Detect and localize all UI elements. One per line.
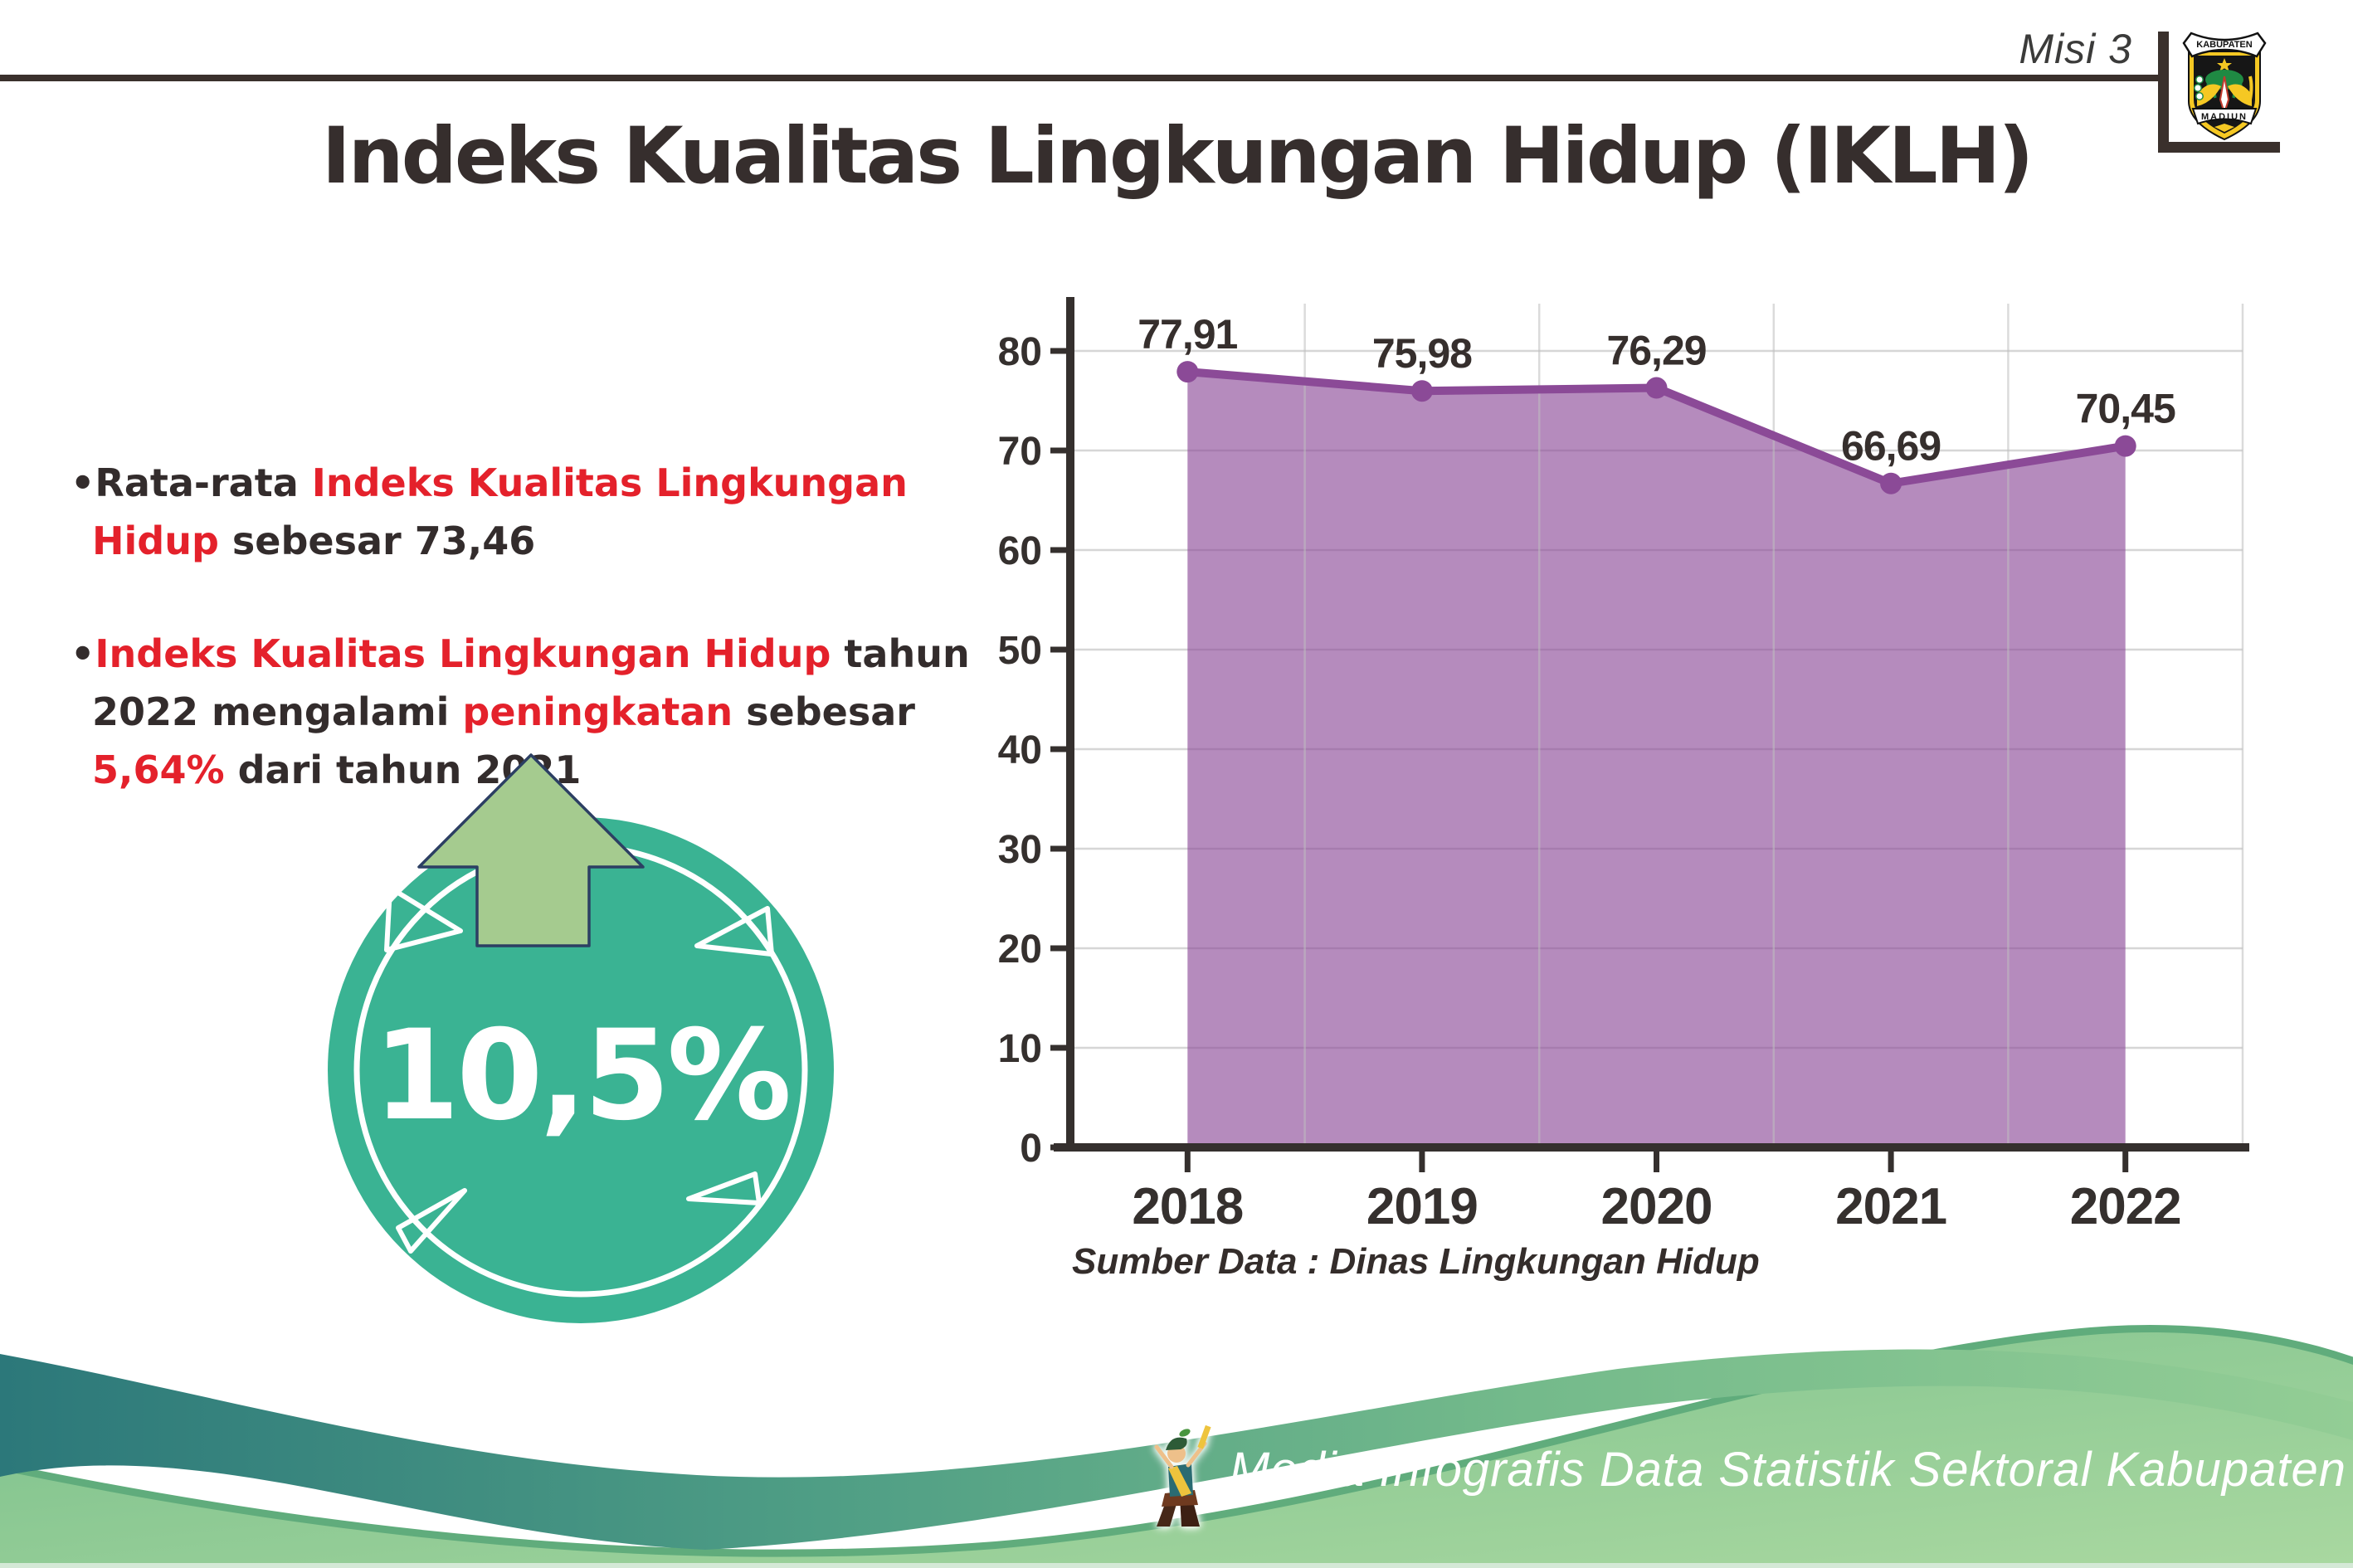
y-tick-label: 0 [1020, 1127, 1042, 1171]
y-tick-label: 80 [998, 330, 1042, 374]
iklh-area-chart: 0 10 20 30 40 50 60 70 80 2018 2019 2020 2021 2022 77,… [998, 297, 2249, 1235]
footer-bottom-strip [0, 1563, 2353, 1568]
bullet-dot-icon: • [71, 631, 95, 676]
logo-base-ornament [2214, 124, 2234, 132]
mascot-sash [1168, 1466, 1191, 1497]
x-tick-label: 2022 [2070, 1178, 2181, 1235]
mascot-arm-left [1154, 1444, 1174, 1469]
data-label: 75,98 [1372, 330, 1472, 377]
footer-blob [0, 1332, 2353, 1568]
kabupaten-madiun-logo-icon: KABUPATEN MADIUN [2182, 32, 2267, 141]
logo-wing-left [2197, 84, 2221, 106]
page-title: Indeks Kualitas Lingkungan Hidup (IKLH) [321, 111, 2034, 202]
logo-banner [2182, 32, 2267, 58]
bullet-item: •Rata-rata Indeks Kualitas Lingkungan Hi… [71, 455, 971, 571]
logo-wheat [2248, 75, 2253, 100]
bullet-dot-icon: • [71, 460, 95, 505]
x-tick-label: 2020 [1601, 1178, 1712, 1235]
logo-frame-vertical [2158, 32, 2169, 153]
logo-ribbon [2191, 108, 2258, 125]
bullet-text-segment: Indeks Kualitas Lingkungan Hidup [92, 460, 908, 563]
data-point-2022 [2114, 435, 2136, 457]
data-point-2019 [1410, 380, 1433, 402]
x-tick-label: 2021 [1835, 1178, 1946, 1235]
badge-value: 10,5% [373, 1004, 788, 1148]
y-tick-label: 70 [998, 430, 1042, 474]
data-label: 76,29 [1606, 328, 1706, 374]
bullet-text-segment: Indeks Kualitas Lingkungan Hidup [95, 631, 831, 676]
data-label: 70,45 [2076, 386, 2175, 432]
header-rule [0, 75, 2158, 81]
logo-cotton-3 [2195, 92, 2204, 100]
bullet-text-segment: 5,64% [92, 747, 225, 792]
logo-banner-text: KABUPATEN [2196, 40, 2252, 50]
badge-tick-sw [396, 1188, 467, 1254]
data-label: 77,91 [1138, 311, 1237, 358]
badge-tick-se [686, 1171, 762, 1205]
mission-label: Misi 3 [2019, 26, 2132, 72]
bullet-text-segment: sebesar [733, 689, 915, 734]
area-fill [1187, 372, 2126, 1147]
badge-tick-ne [694, 906, 774, 957]
data-point-2018 [1176, 361, 1199, 383]
bullet-list: •Rata-rata Indeks Kualitas Lingkungan Hi… [71, 455, 971, 855]
mascot-beret [1166, 1437, 1187, 1450]
y-tick-label: 10 [998, 1027, 1042, 1071]
bullet-text-segment: sebesar 73,46 [218, 518, 536, 563]
logo-cotton-2 [2194, 84, 2202, 92]
mascot-pencil [1197, 1424, 1211, 1449]
bullet-text-segment: tahun 2022 mengalami [92, 631, 970, 734]
statistics-mascot-icon [1154, 1424, 1211, 1527]
mascot-leaf [1179, 1429, 1191, 1437]
up-arrow-icon [417, 753, 645, 947]
logo-wing-right [2228, 84, 2252, 106]
data-label: 66,69 [1841, 423, 1941, 470]
increase-badge: 10,5% [328, 753, 834, 1323]
y-tick-label: 40 [998, 728, 1042, 772]
y-tick-label: 20 [998, 928, 1042, 971]
bullet-text-segment: Rata-rata [95, 460, 312, 505]
badge-tick-nw [384, 885, 463, 952]
logo-ribbon-text: MADIUN [2201, 112, 2248, 122]
x-tick-label: 2018 [1132, 1178, 1243, 1235]
y-tick-label: 30 [998, 828, 1042, 872]
bullet-item: •Indeks Kualitas Lingkungan Hidup tahun … [71, 626, 971, 800]
y-tick-label: 50 [998, 629, 1042, 673]
data-point-2020 [1645, 377, 1668, 399]
bullet-text-segment: peningkatan [462, 689, 733, 734]
y-tick-label: 60 [998, 529, 1042, 573]
logo-frame-horizontal [2158, 142, 2280, 153]
chart-source-note: Sumber Data : Dinas Lingkungan Hidup [1072, 1241, 1760, 1282]
x-tick-label: 2019 [1366, 1178, 1478, 1235]
logo-cotton-1 [2195, 75, 2204, 84]
footer-caption: Media Infografis Data Statistik Sektoral… [1230, 1443, 2353, 1497]
data-point-2021 [1880, 472, 1902, 494]
logo-star-icon [2217, 58, 2232, 71]
